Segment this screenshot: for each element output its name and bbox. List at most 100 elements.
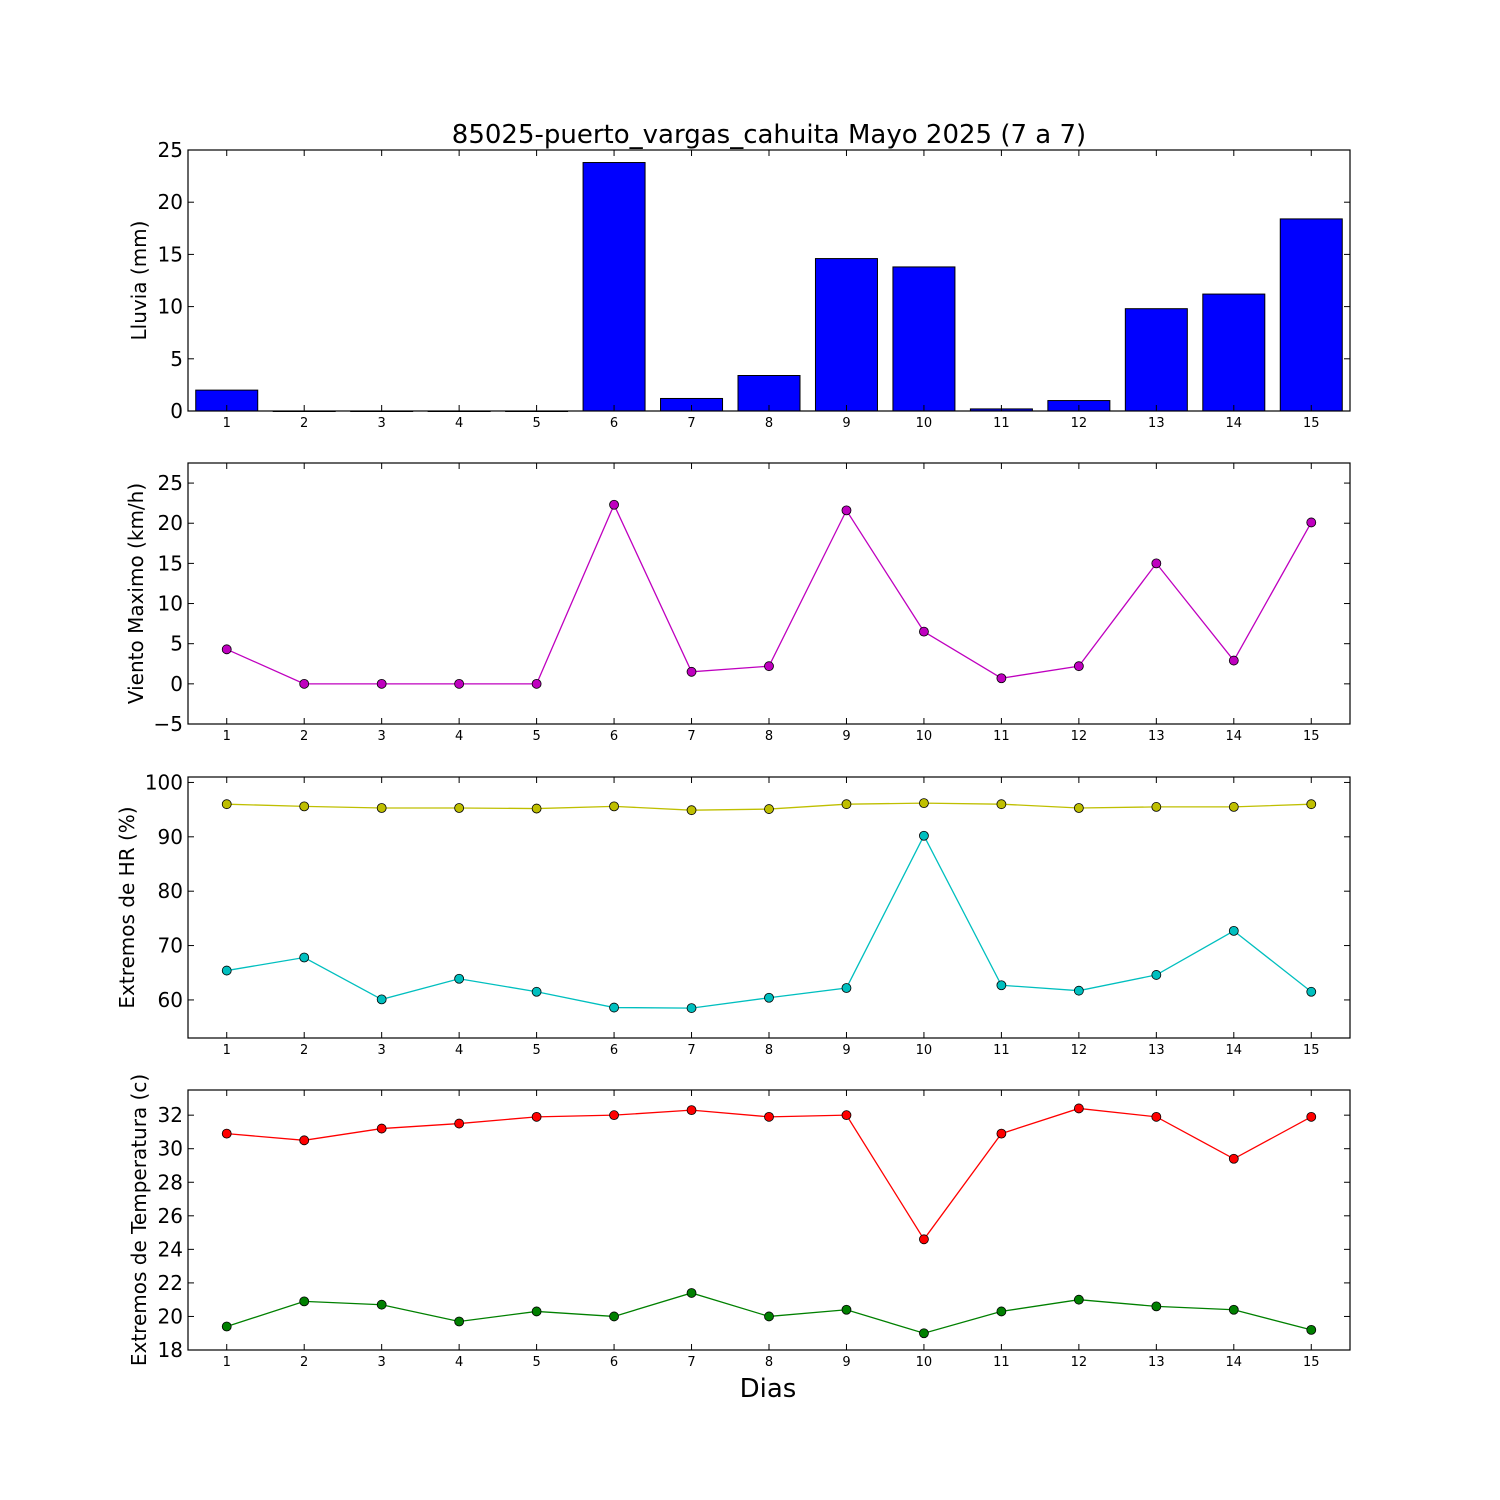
- point-s2-day-3: [376, 994, 387, 1005]
- x-tick-label: 11: [993, 729, 1010, 744]
- x-tick-label: 3: [378, 1043, 386, 1058]
- point-s1-day-7: [686, 666, 697, 677]
- x-tick-label: 9: [842, 1043, 850, 1058]
- x-tick-label: 13: [1148, 1355, 1165, 1370]
- point-s2-day-5: [531, 1306, 542, 1317]
- point-s1-day-3: [376, 1123, 387, 1134]
- panel-2: 1 2 3 4 5 6 7 8 9 10 11 12 13 14 15−50510152025Viento …: [124, 462, 1351, 744]
- point-s1-day-3: [376, 803, 387, 813]
- x-tick-label: 15: [1303, 1043, 1320, 1058]
- x-tick-label: 7: [687, 1355, 695, 1370]
- x-tick-label: 7: [687, 416, 695, 431]
- x-tick-label: 2: [300, 1355, 308, 1370]
- point-s1-day-13: [1151, 558, 1162, 569]
- x-tick-label: 7: [687, 1043, 695, 1058]
- x-tick-label: 5: [532, 1043, 540, 1058]
- y-tick-label: 0: [170, 672, 183, 696]
- point-s1-day-9: [841, 505, 852, 516]
- point-s1-day-12: [1073, 1103, 1084, 1114]
- x-tick-label: 1: [223, 729, 231, 744]
- y-tick-label: 15: [158, 242, 183, 266]
- x-tick-label: 3: [378, 1355, 386, 1370]
- y-tick-label: 25: [158, 471, 183, 495]
- x-tick-label: 13: [1148, 416, 1165, 431]
- point-s1-day-6: [609, 499, 619, 510]
- x-tick-label: 8: [765, 729, 773, 744]
- y-tick-label: 60: [158, 988, 183, 1012]
- y-tick-label: 80: [158, 879, 183, 903]
- point-s2-day-15: [1306, 1324, 1317, 1335]
- point-s1-day-4: [454, 1118, 465, 1129]
- x-tick-label: 6: [610, 1355, 618, 1370]
- panel-3: 1 2 3 4 5 6 7 8 9 10 11 12 13 14 1560708090100Extremos…: [115, 770, 1351, 1058]
- point-s1-day-8: [764, 661, 774, 672]
- point-s1-day-4: [454, 678, 465, 689]
- y-tick-label: 90: [158, 825, 183, 849]
- x-tick-label: 3: [378, 729, 386, 744]
- bar-day-14: [1202, 293, 1266, 412]
- point-s2-day-12: [1073, 985, 1084, 996]
- point-s1-day-4: [454, 803, 465, 813]
- x-tick-label: 10: [916, 1355, 933, 1370]
- point-s1-day-3: [376, 678, 387, 689]
- point-s1-day-8: [764, 804, 774, 814]
- bar-day-15: [1279, 218, 1343, 412]
- x-tick-label: 1: [223, 1355, 231, 1370]
- point-s2-day-2: [299, 1296, 310, 1307]
- x-tick-label: 1: [223, 416, 231, 431]
- point-s1-day-9: [841, 799, 852, 810]
- point-s2-day-1: [221, 965, 232, 976]
- point-s1-day-15: [1306, 799, 1317, 810]
- point-s2-day-6: [609, 1002, 619, 1013]
- x-tick-label: 9: [842, 1355, 850, 1370]
- x-tick-label: 9: [842, 729, 850, 744]
- point-s1-day-2: [299, 801, 310, 812]
- point-s2-day-1: [221, 1321, 232, 1332]
- point-s1-day-14: [1228, 802, 1239, 812]
- x-tick-label: 9: [842, 416, 850, 431]
- y-tick-label: 100: [145, 770, 183, 794]
- y-tick-label: 24: [158, 1237, 183, 1261]
- x-tick-label: 10: [916, 1043, 933, 1058]
- x-tick-label: 15: [1303, 1355, 1320, 1370]
- x-tick-label: 4: [455, 1043, 463, 1058]
- y-tick-label: 5: [170, 347, 183, 371]
- y-tick-label: 26: [158, 1204, 183, 1228]
- x-tick-label: 14: [1226, 1355, 1243, 1370]
- y-tick-label: 10: [158, 295, 183, 319]
- point-s2-day-10: [919, 830, 929, 841]
- point-s1-day-10: [919, 798, 929, 808]
- y-tick-label: 70: [158, 934, 183, 958]
- point-s2-day-8: [764, 992, 774, 1003]
- y-axis-label: Extremos de HR (%): [115, 806, 139, 1008]
- x-tick-label: 12: [1071, 1355, 1088, 1370]
- y-tick-label: 28: [158, 1170, 183, 1194]
- x-tick-label: 12: [1071, 416, 1088, 431]
- point-s2-day-11: [996, 980, 1007, 991]
- point-s2-day-10: [919, 1328, 929, 1339]
- y-tick-label: 32: [158, 1103, 183, 1127]
- point-s1-day-1: [221, 1128, 232, 1139]
- x-tick-label: 2: [300, 416, 308, 431]
- series-line-1: [226, 503, 1312, 685]
- point-s2-day-14: [1228, 1304, 1239, 1315]
- y-axis-label: Viento Maximo (km/h): [124, 483, 148, 704]
- point-s2-day-13: [1151, 970, 1162, 980]
- x-tick-label: 11: [993, 1043, 1010, 1058]
- series-line-1: [226, 1107, 1312, 1241]
- point-s1-day-1: [221, 799, 232, 810]
- x-tick-label: 15: [1303, 729, 1320, 744]
- point-s2-day-9: [841, 983, 852, 993]
- point-s1-day-6: [609, 1110, 619, 1121]
- point-s1-day-12: [1073, 803, 1084, 813]
- point-s1-day-11: [996, 673, 1007, 684]
- axes-frame: [187, 1089, 1351, 1351]
- y-tick-label: 25: [158, 138, 183, 162]
- point-s1-day-15: [1306, 517, 1317, 528]
- point-s1-day-10: [919, 1234, 929, 1245]
- y-tick-label: 10: [158, 592, 183, 616]
- x-tick-label: 3: [378, 416, 386, 431]
- axes-frame: [187, 462, 1351, 725]
